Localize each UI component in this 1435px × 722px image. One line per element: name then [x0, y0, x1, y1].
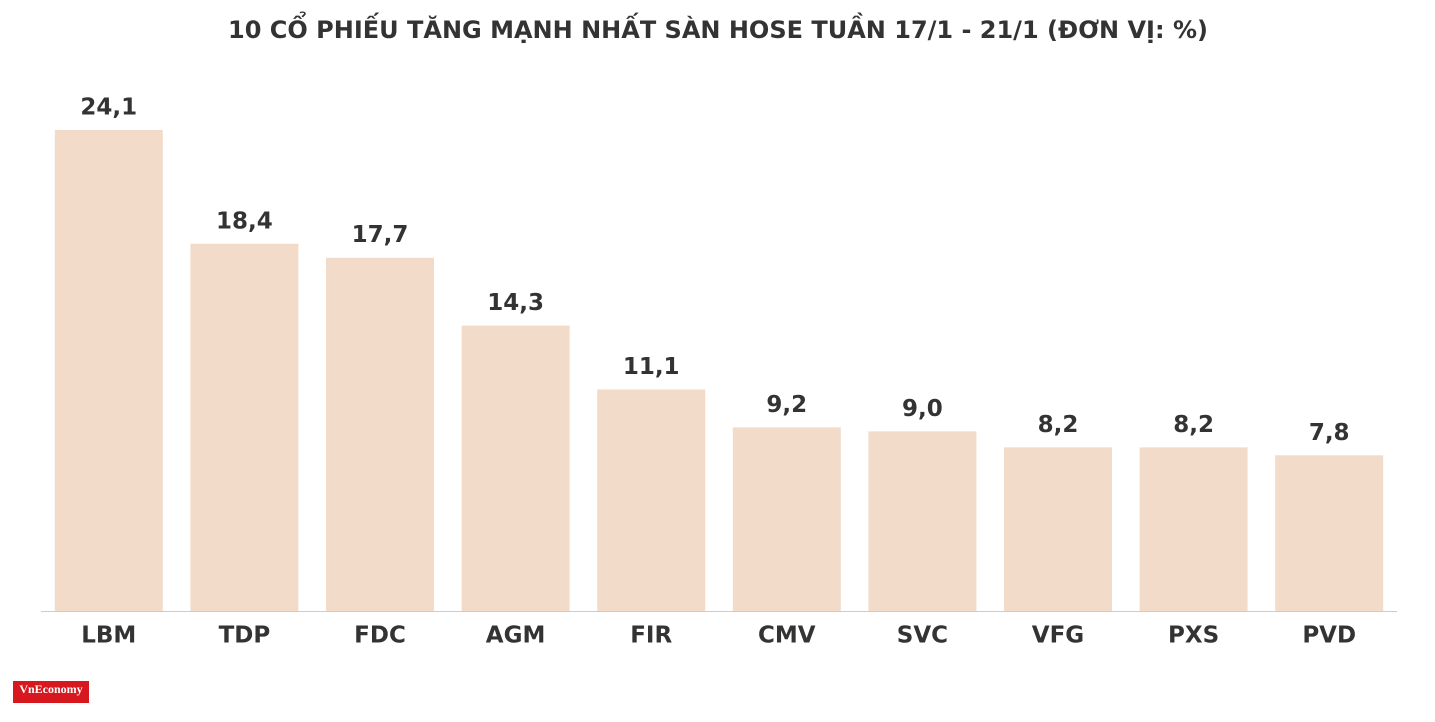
bar: [1004, 447, 1112, 611]
bar: [732, 427, 841, 611]
bar: [597, 389, 706, 611]
chart-title: 10 CỔ PHIẾU TĂNG MẠNH NHẤT SÀN HOSE TUẦN…: [228, 9, 1208, 44]
logo: VnEconomy: [19, 682, 82, 696]
bar: [190, 243, 299, 611]
bar: [326, 257, 434, 611]
value-label: 18,4: [216, 208, 273, 234]
x-tick-label: PXS: [1168, 623, 1219, 649]
value-label: 9,2: [766, 392, 807, 418]
x-tick-label: CMV: [758, 623, 816, 649]
x-tick-label: SVC: [897, 623, 948, 649]
value-label: 8,2: [1038, 412, 1079, 438]
bar: [461, 325, 570, 611]
value-label: 7,8: [1309, 420, 1350, 446]
value-label: 9,0: [902, 396, 943, 422]
x-tick-label: FIR: [630, 623, 672, 649]
bar: [868, 431, 977, 611]
x-tick-label: VFG: [1032, 623, 1084, 649]
bar: [54, 130, 163, 611]
x-tick-label: FDC: [354, 623, 406, 649]
value-label: 14,3: [487, 290, 544, 316]
value-label: 11,1: [623, 354, 680, 380]
bar: [1275, 455, 1384, 611]
value-label: 24,1: [80, 95, 137, 121]
x-tick-label: PVD: [1302, 623, 1356, 649]
value-label: 17,7: [352, 222, 409, 248]
x-tick-label: TDP: [219, 623, 271, 649]
x-tick-label: AGM: [486, 623, 546, 649]
logo-box: [13, 681, 89, 703]
value-label: 8,2: [1173, 412, 1214, 438]
x-tick-label: LBM: [81, 623, 136, 649]
bar: [1139, 447, 1248, 611]
